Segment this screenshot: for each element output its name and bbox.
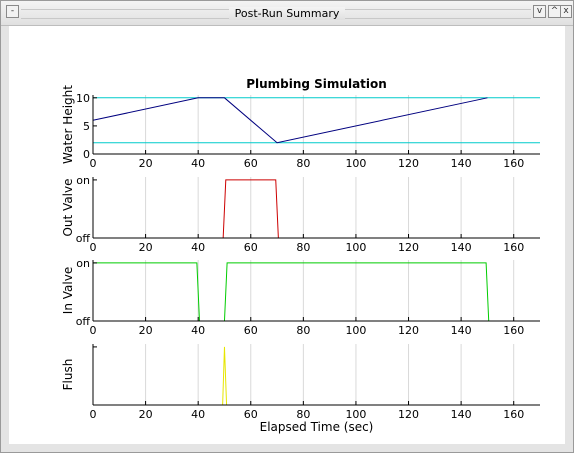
x-tick-label: 80 (296, 241, 310, 254)
x-tick-label: 80 (296, 324, 310, 337)
y-tick-label: 0 (83, 148, 90, 161)
x-tick-label: 120 (398, 324, 419, 337)
x-tick-label: 100 (345, 408, 366, 421)
x-tick-label: 120 (398, 408, 419, 421)
x-tick-label: 160 (503, 241, 524, 254)
x-tick-label: 120 (398, 157, 419, 170)
y-axis-label: Out Valve (61, 178, 75, 236)
y-axis-label: Flush (61, 359, 75, 391)
x-tick-label: 140 (451, 408, 472, 421)
x-tick-label: 20 (139, 408, 153, 421)
window-frame-bottom (1, 444, 573, 452)
x-tick-label: 160 (503, 408, 524, 421)
x-tick-label: 100 (345, 241, 366, 254)
x-tick-label: 80 (296, 157, 310, 170)
x-tick-label: 60 (244, 241, 258, 254)
y-tick-label: off (76, 315, 91, 328)
series-line-flush (93, 346, 540, 406)
y-axis-label: Water Height (61, 85, 75, 164)
chart-title: Plumbing Simulation (246, 77, 387, 91)
x-tick-label: 20 (139, 324, 153, 337)
y-tick-label: 5 (83, 120, 90, 133)
x-tick-label: 100 (345, 157, 366, 170)
series-line-water-height (92, 97, 488, 144)
window-frame-right (565, 26, 573, 452)
x-tick-label: 60 (244, 324, 258, 337)
x-tick-label: 20 (139, 241, 153, 254)
y-tick-label: 10 (76, 92, 90, 105)
x-tick-label: 60 (244, 157, 258, 170)
x-tick-label: 100 (345, 324, 366, 337)
x-tick-label: 60 (244, 408, 258, 421)
y-axis-label: In Valve (61, 267, 75, 314)
x-tick-label: 40 (191, 324, 205, 337)
close-button[interactable]: x (560, 5, 572, 18)
figure-canvas: 0 20 40 60 80 100 120 140 160 0 5 10 Water Height Plu… (9, 26, 565, 444)
x-tick-label: 80 (296, 408, 310, 421)
x-tick-label: 0 (90, 241, 97, 254)
x-tick-label: 0 (90, 157, 97, 170)
x-tick-label: 40 (191, 241, 205, 254)
y-tick-label: on (76, 257, 90, 270)
title-bar[interactable]: - Post-Run Summary v ^ x (1, 1, 573, 26)
x-axis-label: Elapsed Time (sec) (260, 420, 374, 434)
axes-flush: 0 20 40 60 80 100 120 140 160 Flush Elapsed Time (… (61, 344, 540, 434)
x-tick-label: 40 (191, 408, 205, 421)
series-line-out-valve (93, 179, 540, 239)
x-tick-label: 140 (451, 157, 472, 170)
x-tick-label: 20 (139, 157, 153, 170)
window-frame-left (1, 26, 9, 452)
x-tick-label: 40 (191, 157, 205, 170)
y-tick-label: off (76, 232, 91, 245)
minimize-button[interactable]: v (533, 5, 546, 18)
x-tick-label: 0 (90, 408, 97, 421)
x-tick-label: 160 (503, 324, 524, 337)
window-menu-button[interactable]: - (6, 5, 19, 18)
x-tick-label: 140 (451, 324, 472, 337)
x-tick-label: 160 (503, 157, 524, 170)
x-tick-label: 0 (90, 324, 97, 337)
x-tick-label: 140 (451, 241, 472, 254)
series-line-in-valve (93, 262, 540, 322)
x-tick-label: 120 (398, 241, 419, 254)
y-tick-label: on (76, 174, 90, 187)
title-bar-grip (21, 9, 531, 19)
